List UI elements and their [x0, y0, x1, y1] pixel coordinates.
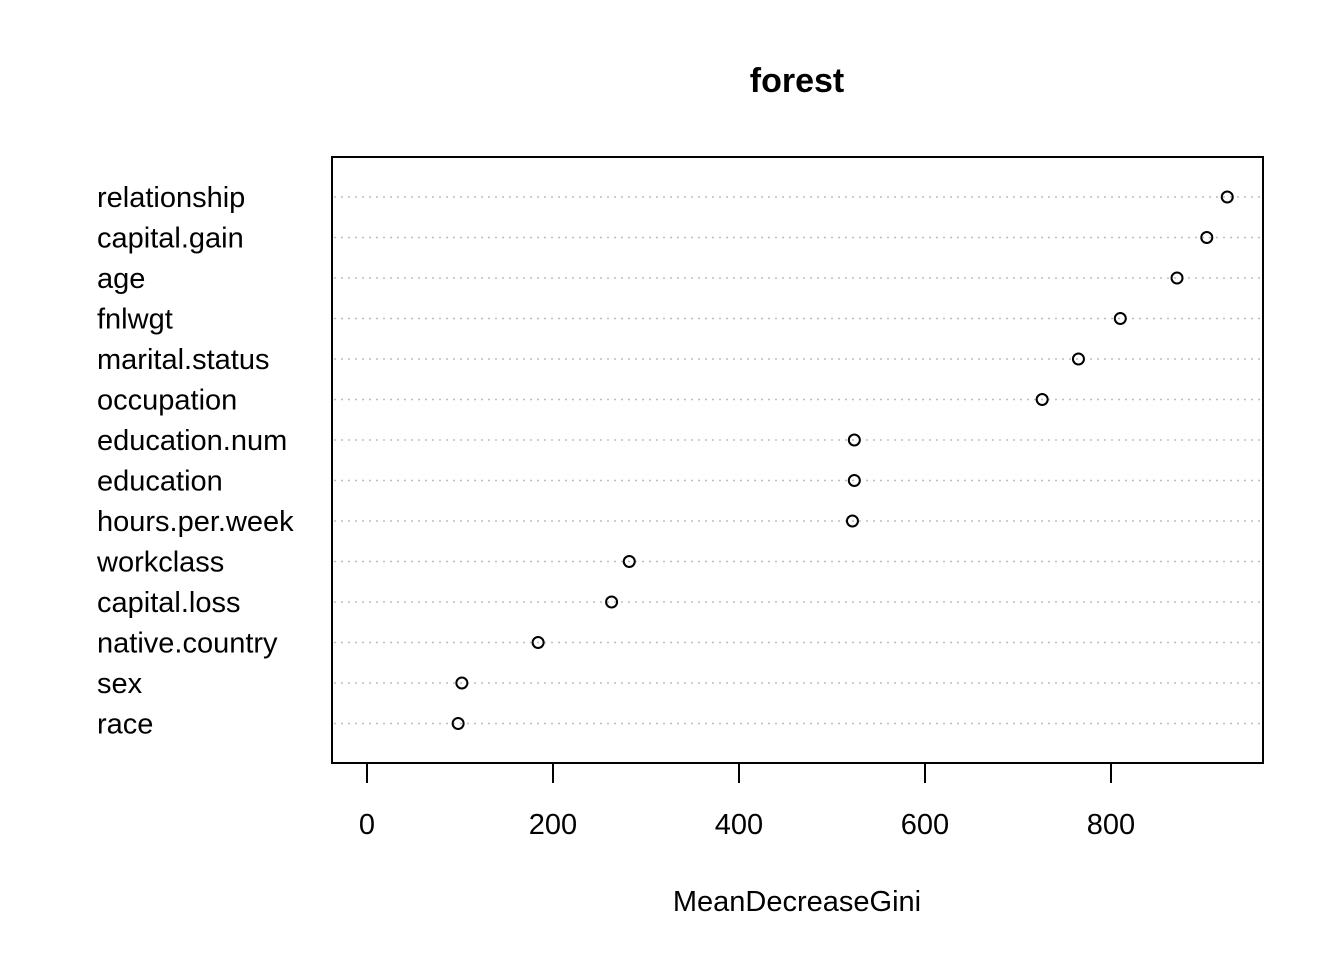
category-label: race — [97, 709, 153, 741]
category-label: relationship — [97, 182, 245, 214]
category-labels: relationship capital.gain age fnlwgt marital… — [96, 182, 294, 741]
data-point — [622, 555, 636, 568]
chart-title: forest — [750, 62, 844, 100]
data-point — [451, 717, 465, 730]
grid-lines — [334, 196, 1261, 725]
x-tick-label: 200 — [529, 809, 577, 841]
x-tick-label: 400 — [715, 809, 763, 841]
category-label: native.country — [97, 628, 278, 660]
data-point — [605, 595, 619, 609]
category-label: capital.loss — [97, 587, 240, 619]
data-point — [1220, 190, 1234, 204]
data-point — [455, 676, 469, 690]
data-point — [1113, 312, 1127, 325]
data-point — [531, 636, 545, 649]
data-point — [1035, 393, 1049, 406]
data-point — [1170, 271, 1184, 285]
category-label: education — [97, 466, 223, 498]
category-label: sex — [97, 668, 143, 700]
plot-frame — [331, 156, 1264, 764]
category-label: occupation — [97, 385, 237, 417]
category-label: fnlwgt — [97, 304, 173, 336]
x-axis-label: MeanDecreaseGini — [673, 886, 921, 918]
data-point — [1071, 352, 1085, 366]
data-point — [845, 514, 859, 528]
category-label: hours.per.week — [97, 506, 294, 538]
category-label: age — [97, 263, 145, 295]
data-point — [847, 474, 861, 487]
category-label: education.num — [97, 425, 287, 457]
x-tick-label: 0 — [359, 809, 375, 841]
x-axis: 0 200 400 600 800 — [359, 762, 1135, 841]
data-point — [1200, 231, 1214, 244]
category-label: workclass — [96, 547, 224, 579]
data-point — [847, 433, 861, 447]
category-label: capital.gain — [97, 223, 244, 255]
category-label: marital.status — [97, 344, 269, 376]
x-tick-label: 800 — [1087, 809, 1135, 841]
x-tick-label: 600 — [901, 809, 949, 841]
data-points — [451, 190, 1234, 730]
